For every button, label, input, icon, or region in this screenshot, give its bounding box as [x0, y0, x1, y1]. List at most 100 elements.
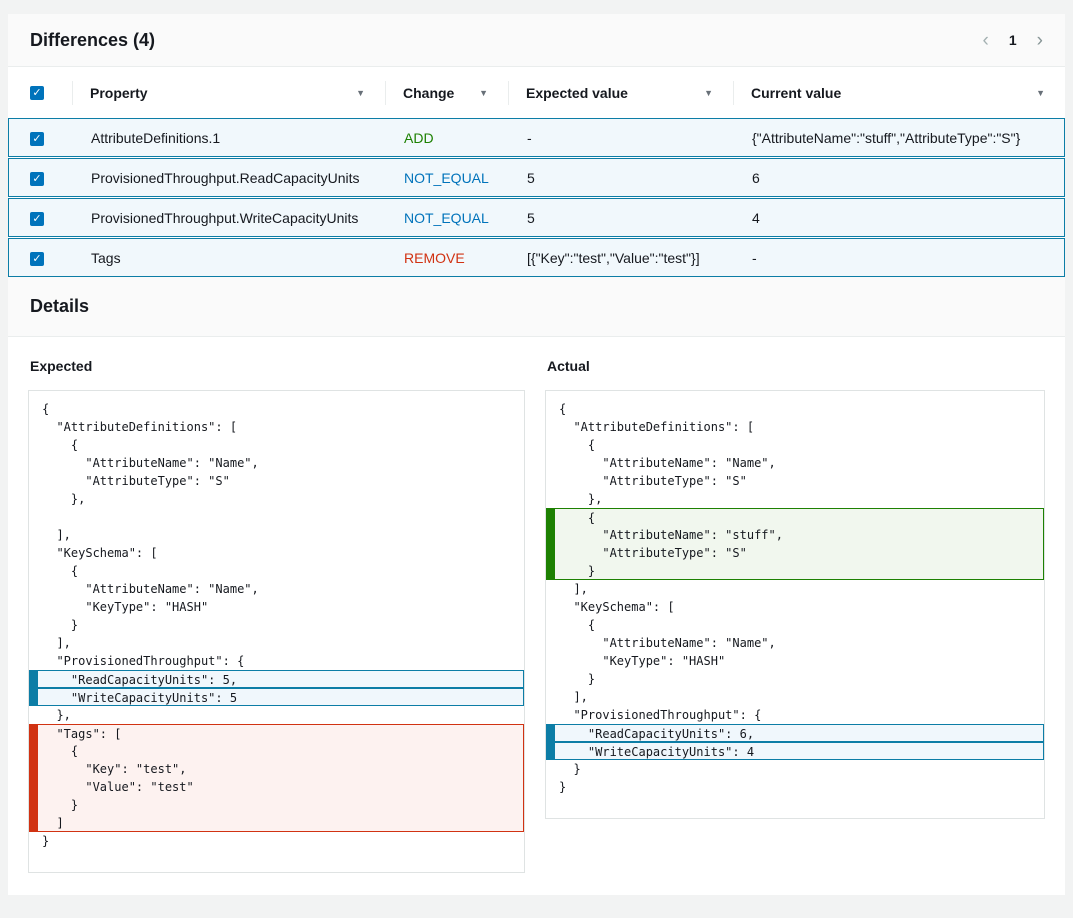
change-cell: REMOVE [386, 250, 509, 266]
code-line: "AttributeName": "Name", [29, 580, 524, 598]
current-value-cell: 6 [734, 170, 1064, 186]
expected-column: Expected { "AttributeDefinitions": [ { "… [28, 358, 525, 873]
code-line: } [546, 670, 1044, 688]
current-page[interactable]: 1 [1009, 32, 1017, 48]
code-line: { [29, 562, 524, 580]
property-cell: ProvisionedThroughput.WriteCapacityUnits [73, 210, 386, 226]
row-checkbox-cell: ✓ [9, 169, 73, 186]
next-page-button[interactable]: › [1037, 31, 1043, 50]
code-line: "AttributeDefinitions": [ [29, 418, 524, 436]
code-line: ], [546, 688, 1044, 706]
check-icon: ✓ [32, 87, 41, 99]
code-line: "AttributeName": "Name", [546, 454, 1044, 472]
row-checkbox[interactable]: ✓ [30, 132, 44, 146]
actual-column: Actual { "AttributeDefinitions": [ { "At… [545, 358, 1045, 873]
code-line: "KeySchema": [ [546, 598, 1044, 616]
property-cell: Tags [73, 250, 386, 266]
filter-change-icon[interactable]: ▼ [479, 88, 488, 98]
expected-code-panel: { "AttributeDefinitions": [ { "Attribute… [28, 390, 525, 873]
table-header-row: ✓ Property ▼ Change ▼ Expected value ▼ C… [8, 67, 1065, 118]
code-line-green-highlight: "AttributeType": "S" [546, 544, 1044, 562]
code-line: "KeyType": "HASH" [29, 598, 524, 616]
diff-table-body: ✓ AttributeDefinitions.1ADD-{"AttributeNa… [8, 118, 1065, 277]
code-line: ], [29, 526, 524, 544]
table-row: ✓ ProvisionedThroughput.WriteCapacityUnit… [8, 198, 1065, 237]
code-line-red-highlight: "Tags": [ [29, 724, 524, 742]
code-line: } [546, 760, 1044, 778]
check-icon: ✓ [32, 253, 41, 265]
code-line-green-highlight: { [546, 508, 1044, 526]
code-line-blue-highlight: "ReadCapacityUnits": 6, [546, 724, 1044, 742]
row-checkbox-cell: ✓ [9, 249, 73, 266]
code-line: ], [29, 634, 524, 652]
code-line-blue-highlight: "WriteCapacityUnits": 4 [546, 742, 1044, 760]
column-header-current-value: Current value ▼ [733, 67, 1065, 118]
row-checkbox[interactable]: ✓ [30, 252, 44, 266]
column-header-expected-value: Expected value ▼ [508, 67, 733, 118]
differences-header: Differences (4) ‹ 1 › [8, 14, 1065, 67]
code-line: { [29, 436, 524, 454]
code-line: } [29, 832, 524, 850]
filter-property-icon[interactable]: ▼ [356, 88, 365, 98]
code-line: "AttributeType": "S" [546, 472, 1044, 490]
table-row: ✓ TagsREMOVE[{"Key":"test","Value":"test"… [8, 238, 1065, 277]
drift-details-card: Differences (4) ‹ 1 › ✓ Property ▼ Chang… [8, 14, 1065, 895]
row-checkbox[interactable]: ✓ [30, 212, 44, 226]
code-line-green-highlight: } [546, 562, 1044, 580]
expected-value-cell: - [509, 130, 734, 146]
change-cell: NOT_EQUAL [386, 170, 509, 186]
code-line: }, [29, 490, 524, 508]
code-line: "ProvisionedThroughput": { [29, 652, 524, 670]
pagination: ‹ 1 › [983, 31, 1043, 50]
expected-value-cell: 5 [509, 170, 734, 186]
code-line [29, 508, 524, 526]
code-line-blue-highlight: "ReadCapacityUnits": 5, [29, 670, 524, 688]
property-cell: ProvisionedThroughput.ReadCapacityUnits [73, 170, 386, 186]
code-line: "AttributeType": "S" [29, 472, 524, 490]
table-row: ✓ AttributeDefinitions.1ADD-{"AttributeNa… [8, 118, 1065, 157]
code-line-red-highlight: } [29, 796, 524, 814]
property-cell: AttributeDefinitions.1 [73, 130, 386, 146]
code-line: }, [546, 490, 1044, 508]
code-line: "KeyType": "HASH" [546, 652, 1044, 670]
table-row: ✓ ProvisionedThroughput.ReadCapacityUnits… [8, 158, 1065, 197]
current-value-cell: 4 [734, 210, 1064, 226]
filter-current-icon[interactable]: ▼ [1036, 88, 1045, 98]
code-line-red-highlight: "Value": "test" [29, 778, 524, 796]
details-title: Details [30, 296, 89, 317]
code-line: { [546, 616, 1044, 634]
change-cell: ADD [386, 130, 509, 146]
check-icon: ✓ [32, 213, 41, 225]
code-line-green-highlight: "AttributeName": "stuff", [546, 526, 1044, 544]
expected-value-cell: 5 [509, 210, 734, 226]
code-line: { [546, 436, 1044, 454]
code-line: } [546, 778, 1044, 796]
expected-label: Expected [30, 358, 525, 374]
prev-page-button[interactable]: ‹ [983, 31, 989, 50]
code-line-red-highlight: { [29, 742, 524, 760]
change-cell: NOT_EQUAL [386, 210, 509, 226]
select-all-cell: ✓ [8, 67, 72, 118]
expected-value-cell: [{"Key":"test","Value":"test"}] [509, 250, 734, 266]
actual-label: Actual [547, 358, 1045, 374]
differences-title: Differences (4) [30, 30, 155, 51]
check-icon: ✓ [32, 133, 41, 145]
filter-expected-icon[interactable]: ▼ [704, 88, 713, 98]
code-line: } [29, 616, 524, 634]
current-value-cell: {"AttributeName":"stuff","AttributeType"… [734, 130, 1064, 146]
code-line: "ProvisionedThroughput": { [546, 706, 1044, 724]
check-icon: ✓ [32, 173, 41, 185]
code-line: }, [29, 706, 524, 724]
row-checkbox[interactable]: ✓ [30, 172, 44, 186]
column-header-property: Property ▼ [72, 67, 385, 118]
column-header-change: Change ▼ [385, 67, 508, 118]
code-line: { [29, 400, 524, 418]
details-body: Expected { "AttributeDefinitions": [ { "… [8, 337, 1065, 895]
row-checkbox-cell: ✓ [9, 129, 73, 146]
row-checkbox-cell: ✓ [9, 209, 73, 226]
code-line: "AttributeName": "Name", [546, 634, 1044, 652]
code-line-red-highlight: ] [29, 814, 524, 832]
select-all-checkbox[interactable]: ✓ [30, 86, 44, 100]
code-line: ], [546, 580, 1044, 598]
code-line-red-highlight: "Key": "test", [29, 760, 524, 778]
